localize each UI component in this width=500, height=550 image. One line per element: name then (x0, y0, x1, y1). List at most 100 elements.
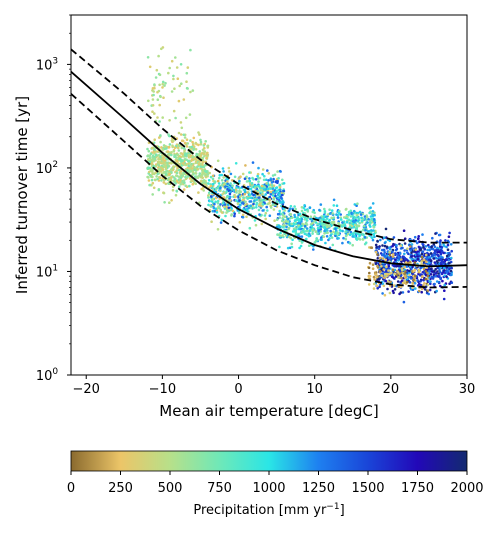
scatter-point (392, 242, 395, 246)
scatter-point (445, 258, 448, 262)
scatter-point (310, 225, 314, 228)
scatter-point (289, 212, 292, 216)
scatter-point (175, 159, 179, 163)
scatter-point (443, 269, 446, 272)
scatter-point (447, 235, 451, 238)
scatter-point (369, 215, 373, 218)
scatter-point (161, 148, 165, 151)
scatter-point (391, 268, 395, 272)
scatter-point (184, 153, 187, 157)
scatter-point (344, 237, 348, 241)
scatter-point (216, 201, 220, 205)
scatter-point (448, 231, 451, 235)
scatter-point (268, 214, 272, 217)
scatter-point (147, 158, 150, 161)
scatter-point (172, 139, 175, 142)
fit-line-bound (71, 93, 467, 289)
scatter-point (187, 162, 190, 166)
scatter-point (222, 183, 226, 186)
scatter-point (241, 213, 245, 217)
scatter-point (382, 253, 386, 256)
scatter-point (422, 267, 426, 271)
scatter-point (233, 214, 236, 218)
scatter-point (387, 269, 390, 272)
scatter-point (200, 187, 203, 191)
scatter-point (347, 210, 351, 214)
scatter-point (325, 217, 329, 220)
scatter-point (298, 239, 302, 242)
scatter-point (281, 193, 284, 197)
scatter-point (149, 152, 153, 155)
scatter-point (239, 190, 243, 193)
scatter-point (339, 229, 342, 232)
scatter-point (363, 215, 367, 218)
scatter-point (325, 224, 329, 228)
scatter-point (322, 235, 326, 238)
scatter-point (433, 245, 437, 248)
scatter-point (231, 209, 235, 213)
scatter-point (403, 242, 407, 245)
scatter-point (194, 148, 198, 151)
scatter-point (201, 160, 205, 164)
scatter-point (146, 175, 149, 179)
scatter-point (443, 289, 446, 293)
scatter-point (213, 209, 216, 213)
scatter-point (430, 270, 434, 273)
scatter-point (369, 206, 372, 209)
scatter-point (170, 153, 173, 157)
scatter-point (357, 237, 360, 240)
scatter-point (433, 261, 437, 264)
scatter-point (172, 109, 176, 113)
scatter-point (407, 290, 410, 293)
scatter-point (184, 116, 188, 120)
scatter-point (229, 172, 233, 176)
scatter-point (154, 171, 157, 174)
scatter-point (175, 66, 179, 69)
scatter-point (262, 188, 266, 191)
scatter-point (267, 183, 270, 187)
scatter-point (188, 184, 191, 188)
scatter-point (257, 177, 260, 180)
scatter-point (317, 229, 321, 232)
scatter-point (266, 191, 270, 194)
scatter-point (276, 170, 279, 173)
scatter-point (191, 182, 195, 186)
scatter-point (401, 281, 405, 285)
scatter-point (183, 149, 186, 153)
scatter-point (278, 193, 281, 197)
scatter-point (305, 219, 309, 222)
scatter-point (163, 201, 166, 204)
scatter-point (444, 239, 447, 242)
scatter-point (372, 275, 376, 279)
scatter-point (408, 269, 411, 273)
scatter-point (405, 265, 409, 268)
scatter-point (293, 215, 297, 219)
scatter-point (332, 230, 335, 234)
scatter-point (381, 292, 384, 295)
scatter-point (166, 163, 169, 167)
scatter-point (208, 171, 211, 175)
scatter-point (399, 291, 403, 294)
scatter-point (194, 141, 198, 145)
scatter-point (173, 87, 176, 90)
scatter-point (252, 202, 255, 206)
scatter-point (385, 272, 389, 276)
scatter-point (168, 201, 171, 204)
scatter-point (404, 270, 407, 273)
scatter-point (234, 162, 238, 165)
scatter-point (393, 272, 396, 276)
scatter-point (165, 147, 168, 150)
scatter-point (439, 252, 443, 256)
scatter-point (442, 251, 445, 255)
scatter-point (189, 164, 193, 167)
scatter-point (230, 214, 233, 217)
scatter-point (384, 279, 388, 283)
scatter-point (344, 230, 347, 233)
scatter-point (416, 257, 420, 261)
scatter-point (170, 59, 174, 63)
scatter-point (177, 99, 181, 103)
scatter-point (431, 236, 434, 240)
scatter-point (404, 257, 407, 261)
scatter-point (209, 184, 213, 188)
scatter-point (265, 182, 268, 185)
